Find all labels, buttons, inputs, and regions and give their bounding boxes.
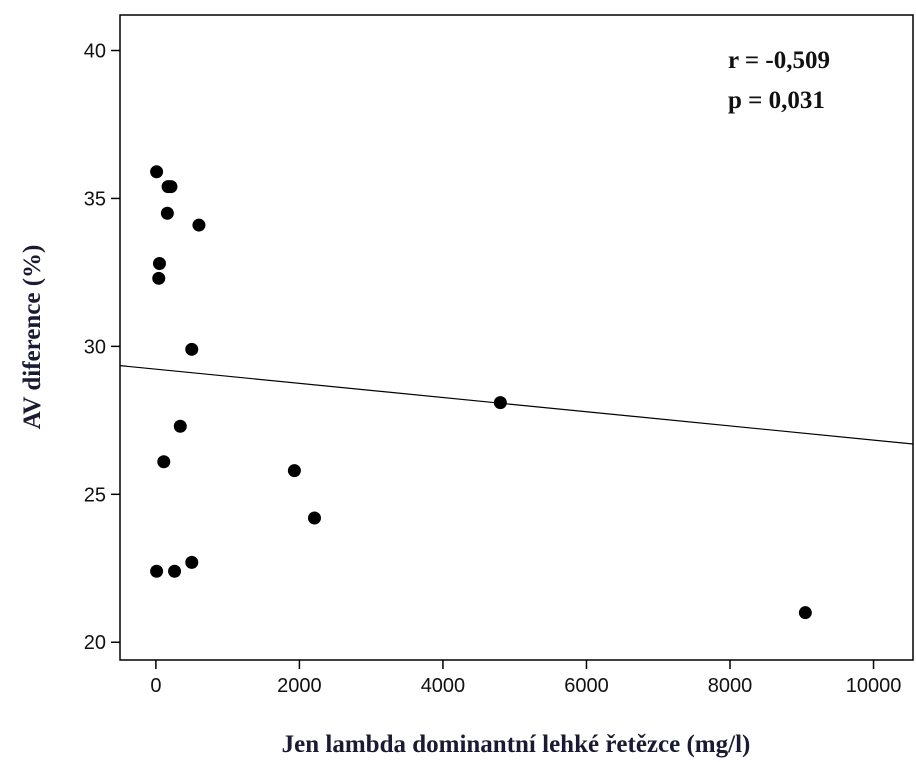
- data-points: [150, 165, 812, 620]
- y-tick-label: 40: [84, 41, 106, 63]
- data-point: [192, 218, 206, 232]
- correlation-annotation: r = -0,509: [728, 47, 830, 74]
- x-axis: 0 2000 4000 6000 8000 10000: [150, 660, 901, 697]
- p-value-annotation: p = 0,031: [728, 87, 825, 114]
- data-point: [168, 564, 182, 578]
- x-tick-label: 4000: [421, 675, 466, 697]
- data-point: [307, 511, 321, 525]
- x-tick-label: 2000: [277, 675, 322, 697]
- x-tick-label: 8000: [708, 675, 753, 697]
- data-point: [173, 419, 187, 433]
- data-point: [798, 606, 812, 620]
- data-point: [150, 564, 164, 578]
- data-point: [152, 271, 166, 285]
- data-point: [185, 555, 199, 569]
- data-point: [493, 396, 507, 410]
- x-tick-label: 0: [150, 675, 161, 697]
- data-point: [157, 455, 171, 469]
- data-point: [152, 257, 166, 271]
- data-point: [150, 165, 164, 179]
- x-axis-label: Jen lambda dominantní lehké řetězce (mg/…: [282, 731, 751, 758]
- data-point: [164, 180, 178, 194]
- y-axis: 20 25 30 35 40: [84, 41, 120, 654]
- regression-line: [119, 365, 914, 445]
- y-tick-label: 25: [84, 484, 106, 506]
- y-tick-label: 20: [84, 632, 106, 654]
- data-point: [185, 342, 199, 356]
- plot-area-frame: [119, 14, 914, 661]
- y-axis-label: AV diference (%): [19, 245, 46, 430]
- x-tick-label: 6000: [564, 675, 609, 697]
- x-tick-label: 10000: [846, 675, 902, 697]
- data-point: [160, 206, 174, 220]
- y-tick-label: 30: [84, 336, 106, 358]
- data-point: [287, 464, 301, 478]
- y-tick-label: 35: [84, 188, 106, 210]
